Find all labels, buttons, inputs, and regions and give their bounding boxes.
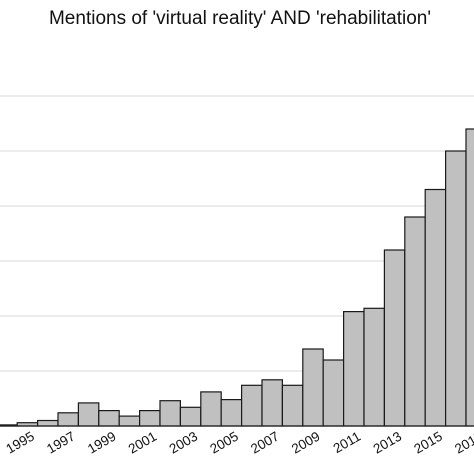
bar-1999 (98, 410, 120, 427)
bar-2016 (445, 150, 467, 427)
bar-2012 (363, 307, 385, 427)
x-tick-label: 2003 (167, 429, 201, 457)
bar-2009 (302, 348, 324, 427)
bar-2007 (261, 379, 283, 427)
bar-2003 (179, 406, 202, 427)
chart-title: Mentions of 'virtual reality' AND 'rehab… (49, 8, 431, 29)
x-tick-label: 1997 (44, 429, 78, 457)
tick-layer: 1995 1997 1999 2001 2003 2005 2007 2009 2011 2013… (3, 429, 474, 457)
bar-2005 (220, 399, 243, 427)
x-tick-label: 2005 (207, 429, 241, 457)
bar-1998 (77, 402, 100, 427)
x-tick-label: 2001 (126, 429, 160, 457)
bar-2017 (465, 128, 474, 427)
bar-2014 (404, 216, 426, 427)
bar-2006 (241, 384, 263, 427)
bar-2008 (281, 384, 304, 427)
x-tick-label: 2017 (452, 429, 474, 457)
bar-2001 (139, 410, 161, 427)
bar-layer (0, 128, 474, 427)
x-tick-label: 1999 (85, 429, 119, 457)
bar-2002 (159, 400, 181, 427)
bar-2004 (200, 391, 222, 427)
x-tick-label: 1995 (3, 429, 37, 457)
x-tick-label: 2007 (248, 429, 282, 457)
bar-2011 (343, 311, 365, 427)
bar-1997 (57, 412, 79, 427)
bar-2010 (322, 359, 345, 427)
x-tick-label: 2011 (331, 429, 364, 457)
bar-2015 (424, 188, 447, 427)
bar-2013 (383, 249, 406, 427)
bar-2000 (118, 415, 141, 427)
bar-1996 (36, 419, 59, 427)
x-tick-label: 2015 (411, 429, 445, 457)
x-tick-label: 2009 (289, 429, 323, 457)
x-tick-label: 2013 (371, 429, 405, 457)
